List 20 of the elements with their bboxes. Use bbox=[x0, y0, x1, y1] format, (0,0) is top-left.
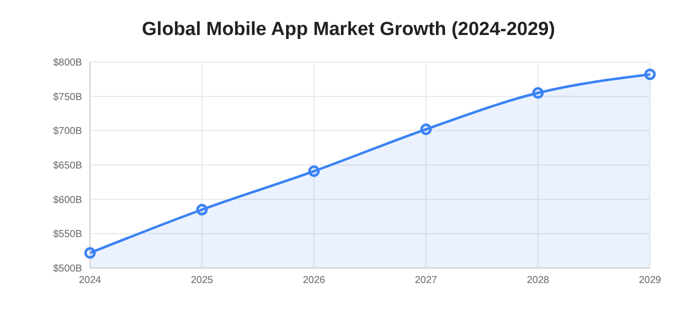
x-tick-label: 2025 bbox=[190, 275, 214, 286]
point bbox=[84, 247, 96, 259]
point bbox=[644, 68, 656, 80]
y-tick-label: $650B bbox=[53, 160, 82, 172]
y-tick-label: $550B bbox=[53, 229, 82, 240]
y-tick-label: $700B bbox=[53, 126, 82, 138]
x-tick-label: 2024 bbox=[78, 275, 102, 286]
point bbox=[308, 165, 320, 177]
x-tick-label: 2027 bbox=[414, 275, 438, 286]
y-tick-label: $600B bbox=[53, 194, 82, 206]
point bbox=[532, 87, 544, 99]
x-tick-label: 2028 bbox=[526, 275, 550, 286]
x-tick-label: 2026 bbox=[302, 275, 326, 286]
point bbox=[420, 124, 432, 136]
y-tick-label: $800B bbox=[53, 58, 82, 69]
y-tick-label: $500B bbox=[53, 264, 82, 275]
y-tick-label: $750B bbox=[53, 92, 82, 103]
point bbox=[196, 204, 208, 216]
x-tick-label: 2029 bbox=[638, 275, 662, 286]
chart-title: Global Mobile App Market Growth (2024-2029) bbox=[140, 18, 556, 42]
